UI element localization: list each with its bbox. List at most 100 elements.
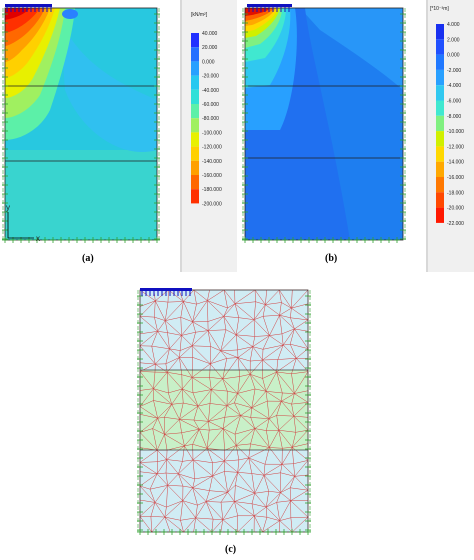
panel-a-caption: (a) [82, 253, 94, 264]
mesh-edge [289, 328, 295, 345]
mesh-edge [282, 447, 293, 449]
mesh-edge [191, 377, 194, 393]
mesh-edge [152, 428, 158, 451]
legend-value: -10.000 [447, 129, 464, 135]
mesh-edge [139, 449, 158, 463]
mesh-edge [234, 501, 255, 517]
mesh-edge [254, 289, 266, 305]
mesh-edge [139, 499, 156, 503]
mesh-edge [251, 473, 264, 476]
mesh-edge [192, 304, 197, 322]
mesh-edge [153, 372, 168, 389]
mesh-edge [210, 346, 221, 352]
mesh-edge [164, 416, 180, 420]
mesh-edge [278, 520, 280, 533]
mesh-edge [262, 335, 270, 350]
mesh-edge [169, 348, 181, 351]
mesh-edge [281, 392, 283, 402]
mesh-edge [294, 393, 309, 403]
mesh-edge [279, 307, 292, 316]
mesh-edge [171, 404, 180, 420]
mesh-edge [248, 443, 251, 458]
mesh-edge [282, 328, 295, 346]
mesh-edge [265, 371, 277, 392]
triangular-mesh [139, 289, 309, 533]
mesh-edge [183, 301, 193, 322]
mesh-edge [139, 461, 158, 463]
mesh-edge [207, 289, 210, 301]
mesh-edge [251, 473, 255, 494]
mesh-edge [224, 445, 237, 451]
mesh-edge [149, 489, 156, 503]
mesh-edge [291, 307, 309, 321]
color-legend: 4.000 2.000 0.000 -2.000 -4.000 -6.000 -8.000 -… [436, 22, 464, 227]
mesh-edge [222, 519, 238, 533]
mesh-edge [209, 490, 228, 493]
mesh-edge [253, 316, 264, 320]
legend-panel [426, 0, 474, 272]
mesh-edge [224, 445, 237, 462]
mesh-edge [155, 348, 170, 365]
mesh-edge [254, 515, 263, 533]
mesh-edge [179, 402, 184, 420]
mesh-edge [193, 419, 209, 422]
mesh-edge [207, 300, 224, 317]
mesh-edge [180, 345, 193, 351]
mesh-edge [291, 303, 309, 309]
mesh-edge [180, 517, 196, 521]
mesh-edge [181, 331, 196, 336]
mesh-edge [226, 402, 235, 406]
mesh-edge [181, 428, 200, 434]
mesh-edge [254, 491, 269, 494]
legend-swatch [191, 104, 199, 119]
mesh-edge [279, 315, 283, 334]
mesh-edge [157, 459, 167, 462]
mesh-edge [139, 485, 156, 503]
mesh-edge [253, 319, 270, 336]
y-axis-label: y [6, 203, 10, 212]
mesh-edge [181, 432, 185, 446]
mesh-edge [222, 417, 226, 429]
mesh-edge [266, 430, 270, 448]
legend-value: -2.000 [447, 68, 461, 74]
mesh-edge [156, 473, 168, 486]
mesh-edge [237, 459, 240, 473]
mesh-edge [205, 501, 214, 520]
mesh-edge [291, 373, 295, 394]
mesh-edge [237, 357, 251, 375]
mesh-edge [234, 428, 255, 435]
mesh-edge [281, 464, 295, 477]
mesh-edge [251, 388, 256, 408]
mesh-edge [165, 472, 168, 486]
mesh-edge [194, 475, 213, 480]
mesh-edge [224, 471, 228, 493]
mesh-edge [180, 317, 182, 336]
mesh-edge [234, 301, 256, 305]
mesh-edge [235, 485, 255, 494]
mesh-edge [139, 371, 156, 373]
legend-swatch [191, 189, 199, 204]
mesh-edge [182, 500, 198, 506]
mesh-edge [154, 502, 166, 518]
mesh-edge [139, 462, 158, 475]
mesh-edge [208, 405, 228, 422]
mesh-edge [171, 402, 184, 405]
mesh-edge [192, 389, 212, 394]
mesh-edge [154, 502, 167, 508]
x-axis-label: x [36, 234, 40, 243]
mesh-edge [150, 516, 153, 533]
mesh-edge [251, 493, 255, 504]
mesh-edge [206, 501, 221, 503]
legend-unit: [kN/m²] [191, 12, 208, 18]
mesh-edge [253, 301, 256, 320]
mesh-edge [169, 348, 180, 358]
mesh-edge [197, 389, 212, 407]
displacement-contour-plot: [*10⁻³m] 4.000 2.000 0.000 -2.000 -4.000 -6.0… [240, 0, 474, 272]
mesh-edge [209, 389, 212, 404]
mesh-edge [179, 419, 200, 430]
mesh-edge [139, 516, 152, 533]
mesh-edge [209, 428, 224, 431]
legend-swatch [191, 160, 199, 175]
mesh-edge [237, 393, 252, 408]
mesh-edge [235, 334, 238, 350]
